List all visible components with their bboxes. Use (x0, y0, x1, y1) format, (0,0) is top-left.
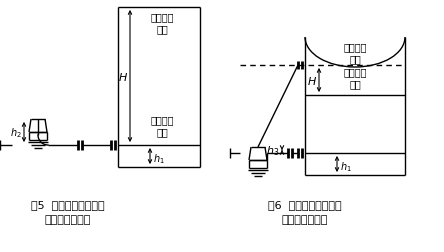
Text: $H$: $H$ (307, 75, 317, 87)
Text: 最高测量
液位: 最高测量 液位 (150, 12, 174, 34)
Text: $h_3$: $h_3$ (266, 144, 279, 157)
Text: 图5  双法兰差压变送器: 图5 双法兰差压变送器 (31, 199, 105, 209)
Text: 安装方式应用五: 安装方式应用五 (45, 214, 91, 224)
Text: $H$: $H$ (118, 71, 128, 83)
Text: $h_2$: $h_2$ (10, 125, 22, 139)
Text: 图6  双法兰差压变送器: 图6 双法兰差压变送器 (268, 199, 342, 209)
Text: $h_1$: $h_1$ (153, 151, 165, 165)
Text: 最低测量
液位: 最低测量 液位 (343, 67, 367, 89)
Text: 最高测量
液位: 最高测量 液位 (343, 42, 367, 64)
Text: 最低测量
液位: 最低测量 液位 (150, 114, 174, 137)
Text: $h_1$: $h_1$ (340, 160, 352, 173)
Text: 安装方式应用六: 安装方式应用六 (282, 214, 328, 224)
